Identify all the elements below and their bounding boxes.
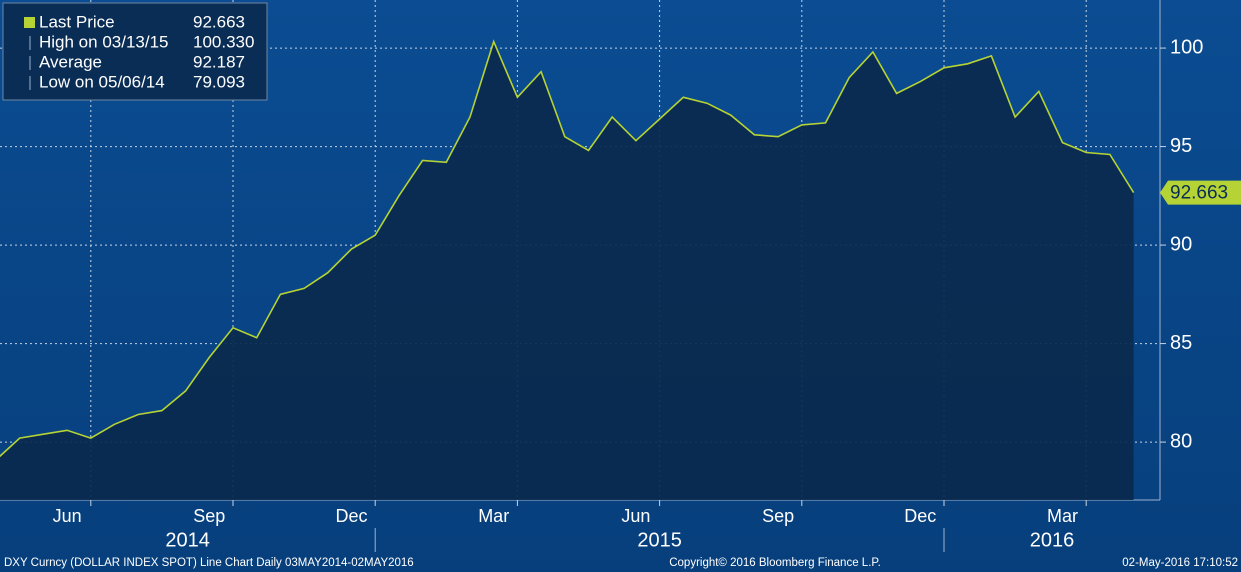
y-tick-label: 90	[1170, 233, 1192, 255]
legend: Last Price 92.663 High on 03/13/15 100.330 A…	[2, 2, 268, 101]
year-label: 2015	[637, 529, 682, 551]
footer-right: 02-May-2016 17:10:52	[1122, 557, 1238, 569]
x-tick-label: Jun	[53, 506, 82, 526]
footer-left: DXY Curncy (DOLLAR INDEX SPOT) Line Char…	[4, 557, 414, 569]
footer-center: Copyright© 2016 Bloomberg Finance L.P.	[669, 557, 881, 569]
x-tick-label: Sep	[762, 506, 794, 526]
legend-box	[2, 2, 268, 101]
year-label: 2014	[165, 529, 210, 551]
x-tick-label: Mar	[478, 506, 509, 526]
legend-value: 79.093	[193, 72, 245, 91]
x-tick-label: Sep	[193, 506, 225, 526]
y-tick-label: 85	[1170, 332, 1192, 354]
y-tick-label: 95	[1170, 135, 1192, 157]
legend-value: 100.330	[193, 32, 254, 51]
x-tick-label: Mar	[1047, 506, 1078, 526]
legend-value: 92.187	[193, 52, 245, 71]
year-label: 2016	[1030, 529, 1075, 551]
area	[0, 41, 1134, 500]
legend-swatch	[24, 17, 35, 28]
price-tag-label: 92.663	[1170, 183, 1228, 204]
x-tick-label: Dec	[904, 506, 936, 526]
price-tag	[1160, 180, 1241, 205]
legend-value: 92.663	[193, 12, 245, 31]
y-tick-label: 80	[1170, 430, 1192, 452]
y-tick-label: 100	[1170, 36, 1203, 58]
legend-label: Last Price	[39, 12, 115, 31]
x-tick-label: Dec	[335, 506, 367, 526]
legend-label: High on 03/13/15	[39, 32, 169, 51]
x-tick-label: Jun	[621, 506, 650, 526]
legend-label: Low on 05/06/14	[39, 72, 165, 91]
price-line	[0, 39, 1135, 458]
legend-label: Average	[39, 52, 102, 71]
